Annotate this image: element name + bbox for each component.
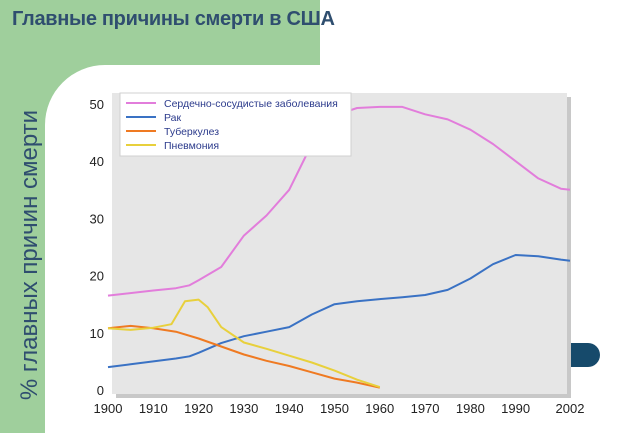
x-tick-label: 2002 xyxy=(556,401,585,416)
x-tick-label: 1930 xyxy=(229,401,258,416)
y-tick-label: 30 xyxy=(90,211,104,226)
x-tick-label: 1970 xyxy=(411,401,440,416)
x-tick-label: 1910 xyxy=(139,401,168,416)
series-line xyxy=(107,254,571,369)
y-tick-label: 0 xyxy=(97,383,104,398)
legend-label: Пневмония xyxy=(164,140,219,152)
x-tick-label: 1920 xyxy=(184,401,213,416)
x-tick-label: 1950 xyxy=(320,401,349,416)
y-tick-label: 40 xyxy=(90,154,104,169)
y-tick-label: 10 xyxy=(90,326,104,341)
x-tick-label: 1980 xyxy=(456,401,485,416)
x-tick-label: 1940 xyxy=(275,401,304,416)
x-tick-label: 1900 xyxy=(94,401,123,416)
y-tick-label: 20 xyxy=(90,269,104,284)
legend-box xyxy=(119,92,352,157)
slide-title: Главные причины смерти в США xyxy=(12,8,335,30)
series-line xyxy=(107,298,381,389)
legend-label: Туберкулез xyxy=(164,126,219,138)
decorative-bar xyxy=(568,343,600,367)
x-tick-label: 1960 xyxy=(365,401,394,416)
y-tick-label: 50 xyxy=(90,97,104,112)
legend-label: Сердечно-сосудистые заболевания xyxy=(164,98,338,110)
x-tick-label: 1990 xyxy=(501,401,530,416)
legend-label: Рак xyxy=(164,112,181,124)
